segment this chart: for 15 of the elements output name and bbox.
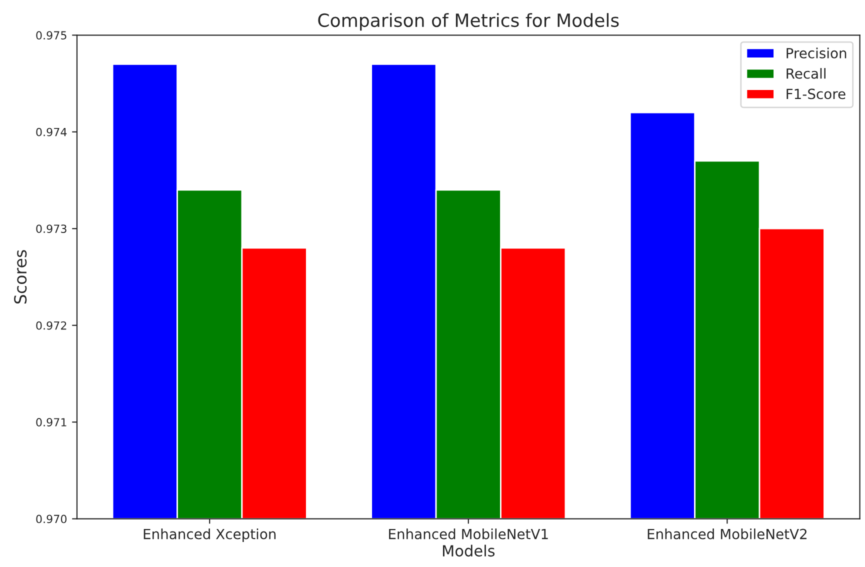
- y-axis-title: Scores: [14, 250, 27, 304]
- y-tick-label: 0.972: [36, 321, 66, 330]
- x-tick-label: Enhanced MobileNetV1: [389, 528, 548, 540]
- x-tick-label: Enhanced MobileNetV2: [648, 528, 806, 540]
- legend-label: Precision: [786, 48, 846, 58]
- y-tick-label: 0.974: [36, 128, 67, 136]
- x-axis-title: Models: [442, 544, 495, 557]
- y-tick-label: 0.973: [36, 224, 66, 233]
- legend-label: Recall: [786, 68, 826, 79]
- y-tick-label: 0.975: [36, 31, 66, 40]
- chart-title: Comparison of Metrics for Models: [318, 13, 619, 31]
- y-tick-label: 0.970: [36, 514, 67, 524]
- legend-label: F1-Score: [786, 88, 846, 100]
- x-tick-label: Enhanced Xception: [144, 528, 276, 542]
- y-tick-label: 0.971: [36, 418, 66, 426]
